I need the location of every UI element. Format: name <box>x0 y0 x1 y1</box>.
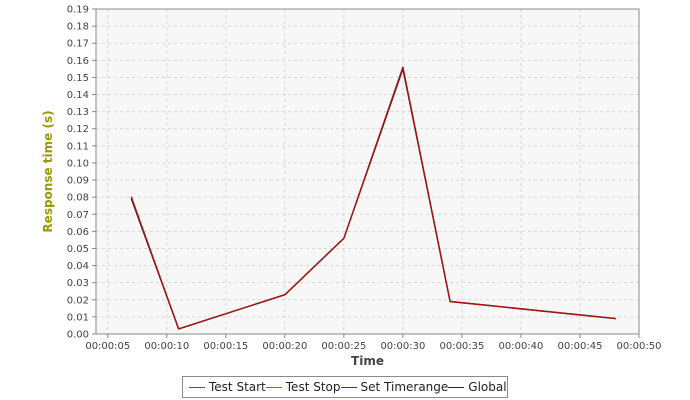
legend-item-test-stop: Test Stop <box>265 380 341 394</box>
data-point-set-timerange <box>614 318 616 320</box>
y-tick-label: 0.05 <box>67 244 89 255</box>
y-tick-label: 0.01 <box>67 312 89 323</box>
y-tick-label: 0.08 <box>67 193 89 204</box>
plot-border <box>95 8 640 335</box>
x-tick-label: 00:00:35 <box>439 341 484 352</box>
series-lines <box>130 66 616 330</box>
data-point-set-timerange <box>343 237 345 239</box>
legend-label-test-stop: Test Stop <box>285 380 341 394</box>
x-tick-label: 00:00:40 <box>498 341 543 352</box>
legend-item-test-start: Test Start <box>189 380 266 394</box>
x-axis-title: Time <box>351 354 384 368</box>
y-tick-label: 0.17 <box>67 39 89 50</box>
x-tick-label: 00:00:45 <box>558 341 603 352</box>
y-tick-label: 0.12 <box>67 124 89 135</box>
legend-item-global: Global <box>448 380 507 394</box>
y-axis-title: Response time (s) <box>41 110 55 232</box>
y-tick-label: 0.03 <box>67 278 89 289</box>
data-point-set-timerange <box>284 294 286 296</box>
y-tick-label: 0.00 <box>67 330 89 341</box>
x-tick-label: 00:00:20 <box>262 341 307 352</box>
y-tick-label: 0.10 <box>67 158 89 169</box>
legend-label-test-start: Test Start <box>209 380 266 394</box>
y-tick-label: 0.02 <box>67 295 89 306</box>
y-tick-label: 0.11 <box>67 141 89 152</box>
y-tick-label: 0.18 <box>67 22 89 33</box>
data-point-set-timerange <box>178 328 180 330</box>
data-point-set-timerange <box>130 196 133 198</box>
legend-label-global: Global <box>468 380 507 394</box>
x-tick-label: 00:00:10 <box>144 341 189 352</box>
y-tick-label: 0.19 <box>67 5 89 16</box>
y-tick-label: 0.06 <box>67 227 89 238</box>
x-tick-label: 00:00:30 <box>380 341 425 352</box>
legend-swatch-test-stop <box>265 386 282 388</box>
y-tick-label: 0.04 <box>67 261 89 272</box>
data-point-set-timerange <box>402 66 404 68</box>
x-tick-label: 00:00:50 <box>617 341 662 352</box>
data-point-set-timerange <box>449 300 451 303</box>
x-tick-label: 00:00:15 <box>203 341 248 352</box>
legend-swatch-test-start <box>189 386 205 388</box>
legend-swatch-set-timerange <box>340 386 357 388</box>
y-tick-label: 0.13 <box>67 107 89 118</box>
y-tick-label: 0.07 <box>67 210 89 221</box>
legend-item-set-timerange: Set Timerange <box>340 380 449 394</box>
x-tick-label: 00:00:25 <box>321 341 366 352</box>
y-tick-label: 0.14 <box>67 90 89 101</box>
x-tick-label: 00:00:05 <box>85 341 130 352</box>
y-tick-label: 0.09 <box>67 176 89 187</box>
legend-swatch-global <box>448 386 465 388</box>
y-tick-label: 0.15 <box>67 73 89 84</box>
legend-label-set-timerange: Set Timerange <box>360 380 449 394</box>
chart-legend: Test Start Test Stop Set Timerange Globa… <box>182 376 508 398</box>
y-tick-label: 0.16 <box>67 56 89 67</box>
axes: 0.00 0.01 0.02 0.03 0.04 0.05 0.06 0.07 0.08 0.09… <box>67 5 662 353</box>
